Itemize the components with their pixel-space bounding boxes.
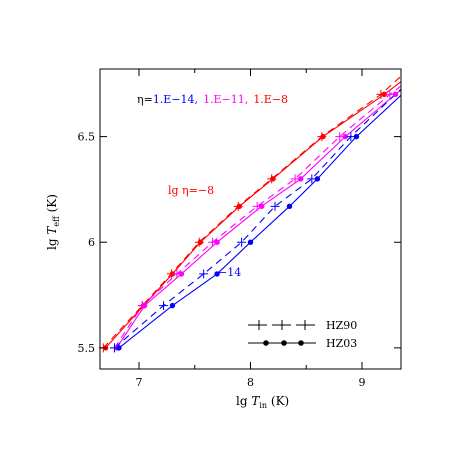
legend-hz90-label: HZ90 — [326, 319, 357, 332]
data-point-plus — [317, 132, 327, 142]
x-tick-label: 9 — [358, 376, 365, 389]
legend-hz03-marker — [281, 340, 287, 346]
y-axis-label-unit: (K) — [45, 194, 59, 216]
eta-value-red: 1.E−8 — [253, 93, 288, 106]
y-axis-label: lg Teff (K) — [45, 194, 61, 250]
data-point-dot — [353, 133, 360, 140]
data-point-dot — [297, 176, 304, 182]
y-tick-label: 5.5 — [78, 342, 96, 355]
series-line-4 — [118, 94, 401, 349]
series-line-3 — [114, 85, 401, 349]
x-axis-label-unit: (K) — [267, 394, 289, 408]
legend-hz03-label: HZ03 — [326, 337, 357, 350]
data-point-plus — [385, 89, 395, 99]
data-point-dot — [214, 271, 220, 277]
data-point-plus — [159, 301, 169, 311]
annotation-eta-minus-8: lg η=−8 — [168, 184, 214, 197]
y-tick-label: 6.5 — [78, 131, 96, 144]
series-layer — [102, 75, 401, 349]
annotation-minus-14: −14 — [218, 266, 241, 279]
data-point-plus — [137, 301, 147, 311]
data-point-dot — [392, 91, 399, 98]
data-point-plus — [233, 201, 243, 211]
x-axis-label-main: lg — [236, 394, 251, 408]
series-line-1 — [102, 75, 401, 349]
eta-value-magenta: 1.E−11, — [203, 93, 248, 106]
data-point-plus — [346, 132, 356, 142]
y-axis-label-main: lg — [45, 235, 59, 250]
data-point-plus — [237, 237, 247, 247]
data-point-plus — [194, 237, 204, 247]
legend-hz90-marker — [254, 320, 264, 330]
data-point-plus — [335, 132, 345, 142]
eta-value-blue: 1.E−14, — [153, 93, 198, 106]
legend-hz90-marker — [300, 320, 310, 330]
data-point-dot — [342, 133, 348, 140]
x-tick-label: 8 — [247, 376, 254, 389]
marker-layer — [98, 89, 399, 353]
tick-layer: 7 8 9 5.5 6 6.5 — [78, 69, 401, 389]
data-point-dot — [286, 203, 293, 210]
y-axis-label-subscript: eff — [52, 215, 61, 227]
data-point-plus — [208, 237, 218, 247]
data-point-plus — [376, 89, 386, 99]
y-axis-label-symbol: T — [45, 226, 59, 235]
x-axis-label: lg Tin (K) — [236, 394, 289, 410]
data-point-plus — [270, 201, 280, 211]
x-tick-label: 7 — [136, 376, 143, 389]
data-point-plus — [172, 269, 182, 279]
data-point-plus — [267, 174, 277, 184]
data-point-dot — [247, 239, 254, 245]
eta-legend-title: η=1.E−14, 1.E−11, 1.E−8 — [137, 93, 288, 106]
data-point-dot — [169, 302, 176, 309]
data-point-dot — [314, 176, 321, 182]
x-axis-label-subscript: in — [259, 401, 267, 410]
data-point-plus — [199, 269, 209, 279]
data-point-plus — [290, 174, 300, 184]
series-line-5 — [114, 88, 401, 349]
data-point-plus — [307, 174, 317, 184]
legend-hz03-marker — [263, 340, 269, 346]
series-legend: HZ90 HZ03 — [248, 319, 357, 350]
eta-prefix: η= — [137, 93, 153, 106]
data-point-plus — [252, 201, 262, 211]
legend-hz90-marker — [277, 320, 287, 330]
data-point-plus — [109, 343, 119, 353]
x-axis-label-symbol: T — [251, 394, 260, 408]
y-tick-label: 6 — [88, 236, 95, 249]
legend-hz03-marker — [298, 340, 304, 346]
